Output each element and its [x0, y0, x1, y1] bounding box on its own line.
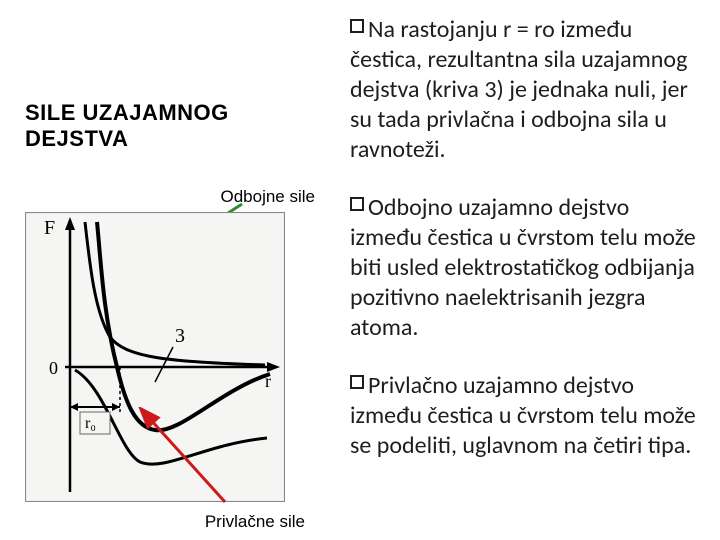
- left-column: SILE UZAJAMNOG DEJSTVA Odbojne sile: [0, 0, 340, 540]
- bullet-marker-icon: [350, 375, 364, 389]
- bullet-3-lead: Privlačno: [368, 371, 458, 400]
- label-privlacne-sile: Privlačne sile: [205, 512, 305, 532]
- slide-root: SILE UZAJAMNOG DEJSTVA Odbojne sile: [0, 0, 720, 540]
- svg-text:r₀: r₀: [85, 415, 96, 432]
- bullet-1-text: rastojanju r = ro između čestica, rezult…: [350, 15, 688, 164]
- bullet-marker-icon: [350, 19, 364, 33]
- bullet-1-lead: Na: [368, 15, 395, 44]
- arrow-red-icon: [130, 407, 240, 507]
- bullet-2-lead: Odbojno: [368, 193, 453, 222]
- svg-text:F: F: [44, 217, 55, 239]
- bullet-1: Na rastojanju r = ro između čestica, rez…: [350, 15, 700, 165]
- section-title: SILE UZAJAMNOG DEJSTVA: [25, 100, 330, 152]
- svg-text:3: 3: [175, 325, 185, 347]
- bullet-marker-icon: [350, 197, 364, 211]
- right-column: Na rastojanju r = ro između čestica, rez…: [340, 0, 720, 540]
- svg-text:0: 0: [49, 358, 58, 378]
- figure-area: Odbojne sile: [25, 182, 325, 512]
- bullet-3: Privlačno uzajamno dejstvo između čestic…: [350, 371, 700, 461]
- bullet-2: Odbojno uzajamno dejstvo između čestica …: [350, 193, 700, 343]
